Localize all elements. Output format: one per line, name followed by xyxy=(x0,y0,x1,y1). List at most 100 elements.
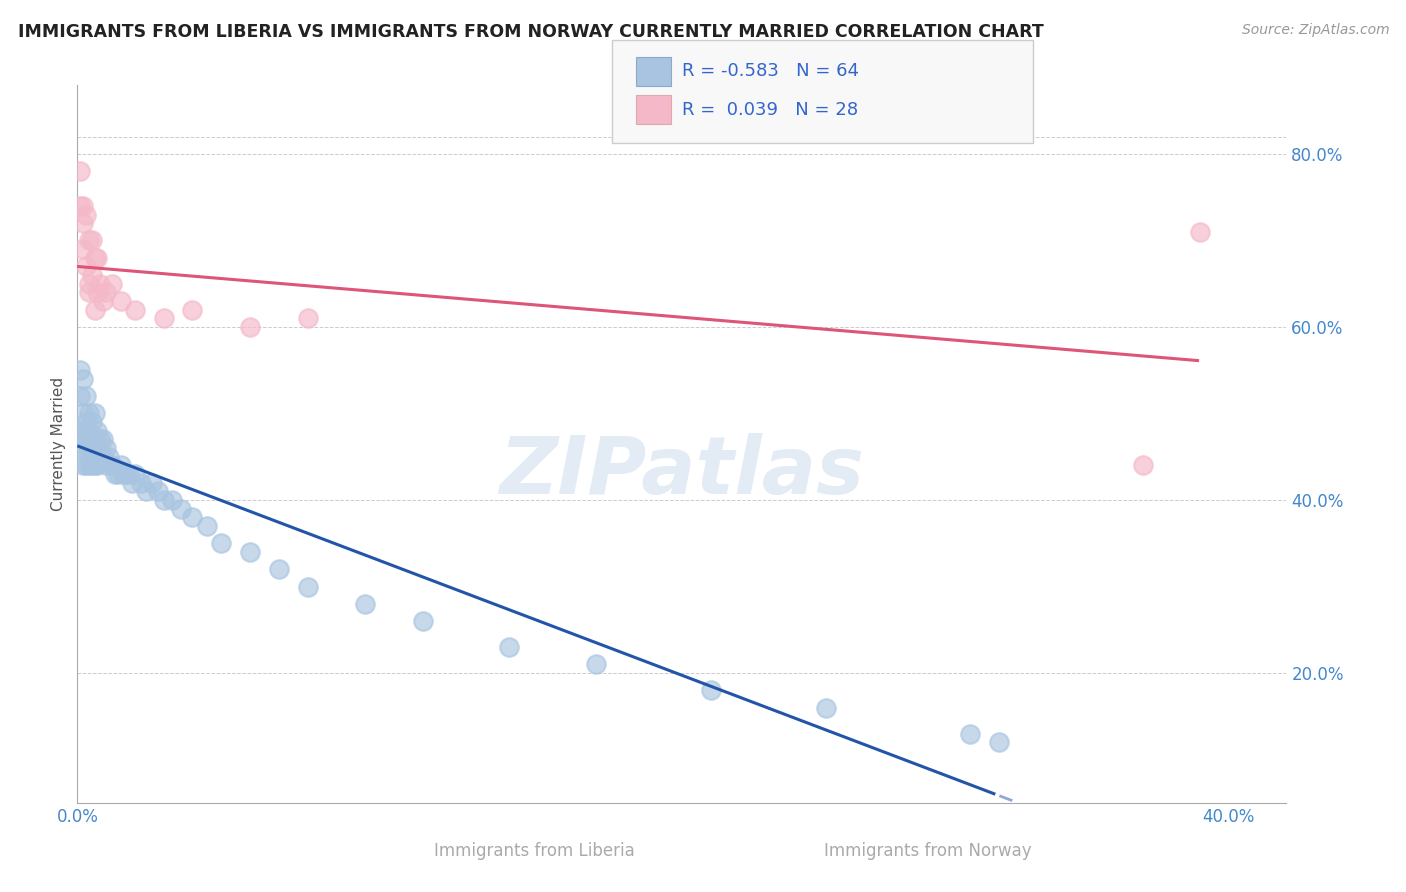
Point xyxy=(181,510,204,524)
Text: Immigrants from Liberia: Immigrants from Liberia xyxy=(434,842,634,860)
Point xyxy=(86,251,108,265)
Point xyxy=(118,467,141,481)
Point xyxy=(91,293,114,308)
Point xyxy=(107,467,129,481)
Point xyxy=(297,311,319,326)
Y-axis label: Currently Married: Currently Married xyxy=(51,376,66,511)
Point xyxy=(987,735,1010,749)
Point xyxy=(101,277,124,291)
Point xyxy=(412,614,434,628)
Point xyxy=(152,311,174,326)
Point xyxy=(72,441,94,455)
Point xyxy=(72,242,94,256)
Point xyxy=(124,302,146,317)
Point xyxy=(267,562,290,576)
Point xyxy=(94,285,117,300)
Point xyxy=(77,458,100,473)
Point xyxy=(115,467,138,481)
Point xyxy=(124,467,146,481)
Point xyxy=(75,441,97,455)
Point xyxy=(1132,458,1154,473)
Point xyxy=(699,683,721,698)
Point xyxy=(297,580,319,594)
Point xyxy=(162,493,184,508)
Point xyxy=(75,433,97,447)
Point xyxy=(83,458,105,473)
Point xyxy=(75,389,97,403)
Point xyxy=(72,199,94,213)
Point xyxy=(69,199,91,213)
Point xyxy=(80,234,103,248)
Point xyxy=(77,234,100,248)
Point xyxy=(239,545,262,559)
Point xyxy=(75,207,97,221)
Text: R =  0.039   N = 28: R = 0.039 N = 28 xyxy=(682,101,858,119)
Point xyxy=(91,433,114,447)
Text: Source: ZipAtlas.com: Source: ZipAtlas.com xyxy=(1241,23,1389,37)
Point xyxy=(75,260,97,274)
Point xyxy=(69,389,91,403)
Point xyxy=(94,458,117,473)
Point xyxy=(77,407,100,421)
Point xyxy=(141,475,163,490)
Point xyxy=(104,467,127,481)
Point xyxy=(89,433,111,447)
Point xyxy=(94,441,117,455)
Text: IMMIGRANTS FROM LIBERIA VS IMMIGRANTS FROM NORWAY CURRENTLY MARRIED CORRELATION : IMMIGRANTS FROM LIBERIA VS IMMIGRANTS FR… xyxy=(18,23,1045,41)
Point xyxy=(195,519,218,533)
Point xyxy=(77,424,100,438)
Point xyxy=(80,433,103,447)
Point xyxy=(498,640,520,654)
Point xyxy=(585,657,607,672)
Point xyxy=(75,415,97,429)
Point xyxy=(83,251,105,265)
Point xyxy=(110,293,132,308)
Point xyxy=(72,372,94,386)
Point xyxy=(72,424,94,438)
Point xyxy=(1189,225,1212,239)
Point xyxy=(170,501,193,516)
Text: R = -0.583   N = 64: R = -0.583 N = 64 xyxy=(682,62,859,80)
Point xyxy=(91,450,114,464)
Point xyxy=(86,285,108,300)
Point xyxy=(80,415,103,429)
Point xyxy=(152,493,174,508)
Point xyxy=(209,536,232,550)
Point xyxy=(83,433,105,447)
Point xyxy=(181,302,204,317)
Point xyxy=(135,484,157,499)
Point xyxy=(77,285,100,300)
Point xyxy=(86,424,108,438)
Point xyxy=(129,475,152,490)
Point xyxy=(80,441,103,455)
Point xyxy=(354,597,377,611)
Point xyxy=(110,458,132,473)
Point xyxy=(959,726,981,740)
Point xyxy=(72,458,94,473)
Point xyxy=(98,450,121,464)
Point xyxy=(72,216,94,230)
Point xyxy=(80,268,103,282)
Point xyxy=(86,441,108,455)
Point xyxy=(80,458,103,473)
Point xyxy=(121,475,143,490)
Point xyxy=(239,320,262,334)
Point xyxy=(89,450,111,464)
Point xyxy=(69,164,91,178)
Point xyxy=(112,467,135,481)
Text: ZIPatlas: ZIPatlas xyxy=(499,434,865,511)
Point xyxy=(75,458,97,473)
Point xyxy=(77,277,100,291)
Point xyxy=(146,484,169,499)
Point xyxy=(83,302,105,317)
Point xyxy=(69,363,91,377)
Point xyxy=(83,407,105,421)
Point xyxy=(89,277,111,291)
Point xyxy=(86,458,108,473)
Text: Immigrants from Norway: Immigrants from Norway xyxy=(824,842,1032,860)
Point xyxy=(101,458,124,473)
Point xyxy=(72,407,94,421)
Point xyxy=(69,424,91,438)
Point xyxy=(77,441,100,455)
Point xyxy=(814,700,837,714)
